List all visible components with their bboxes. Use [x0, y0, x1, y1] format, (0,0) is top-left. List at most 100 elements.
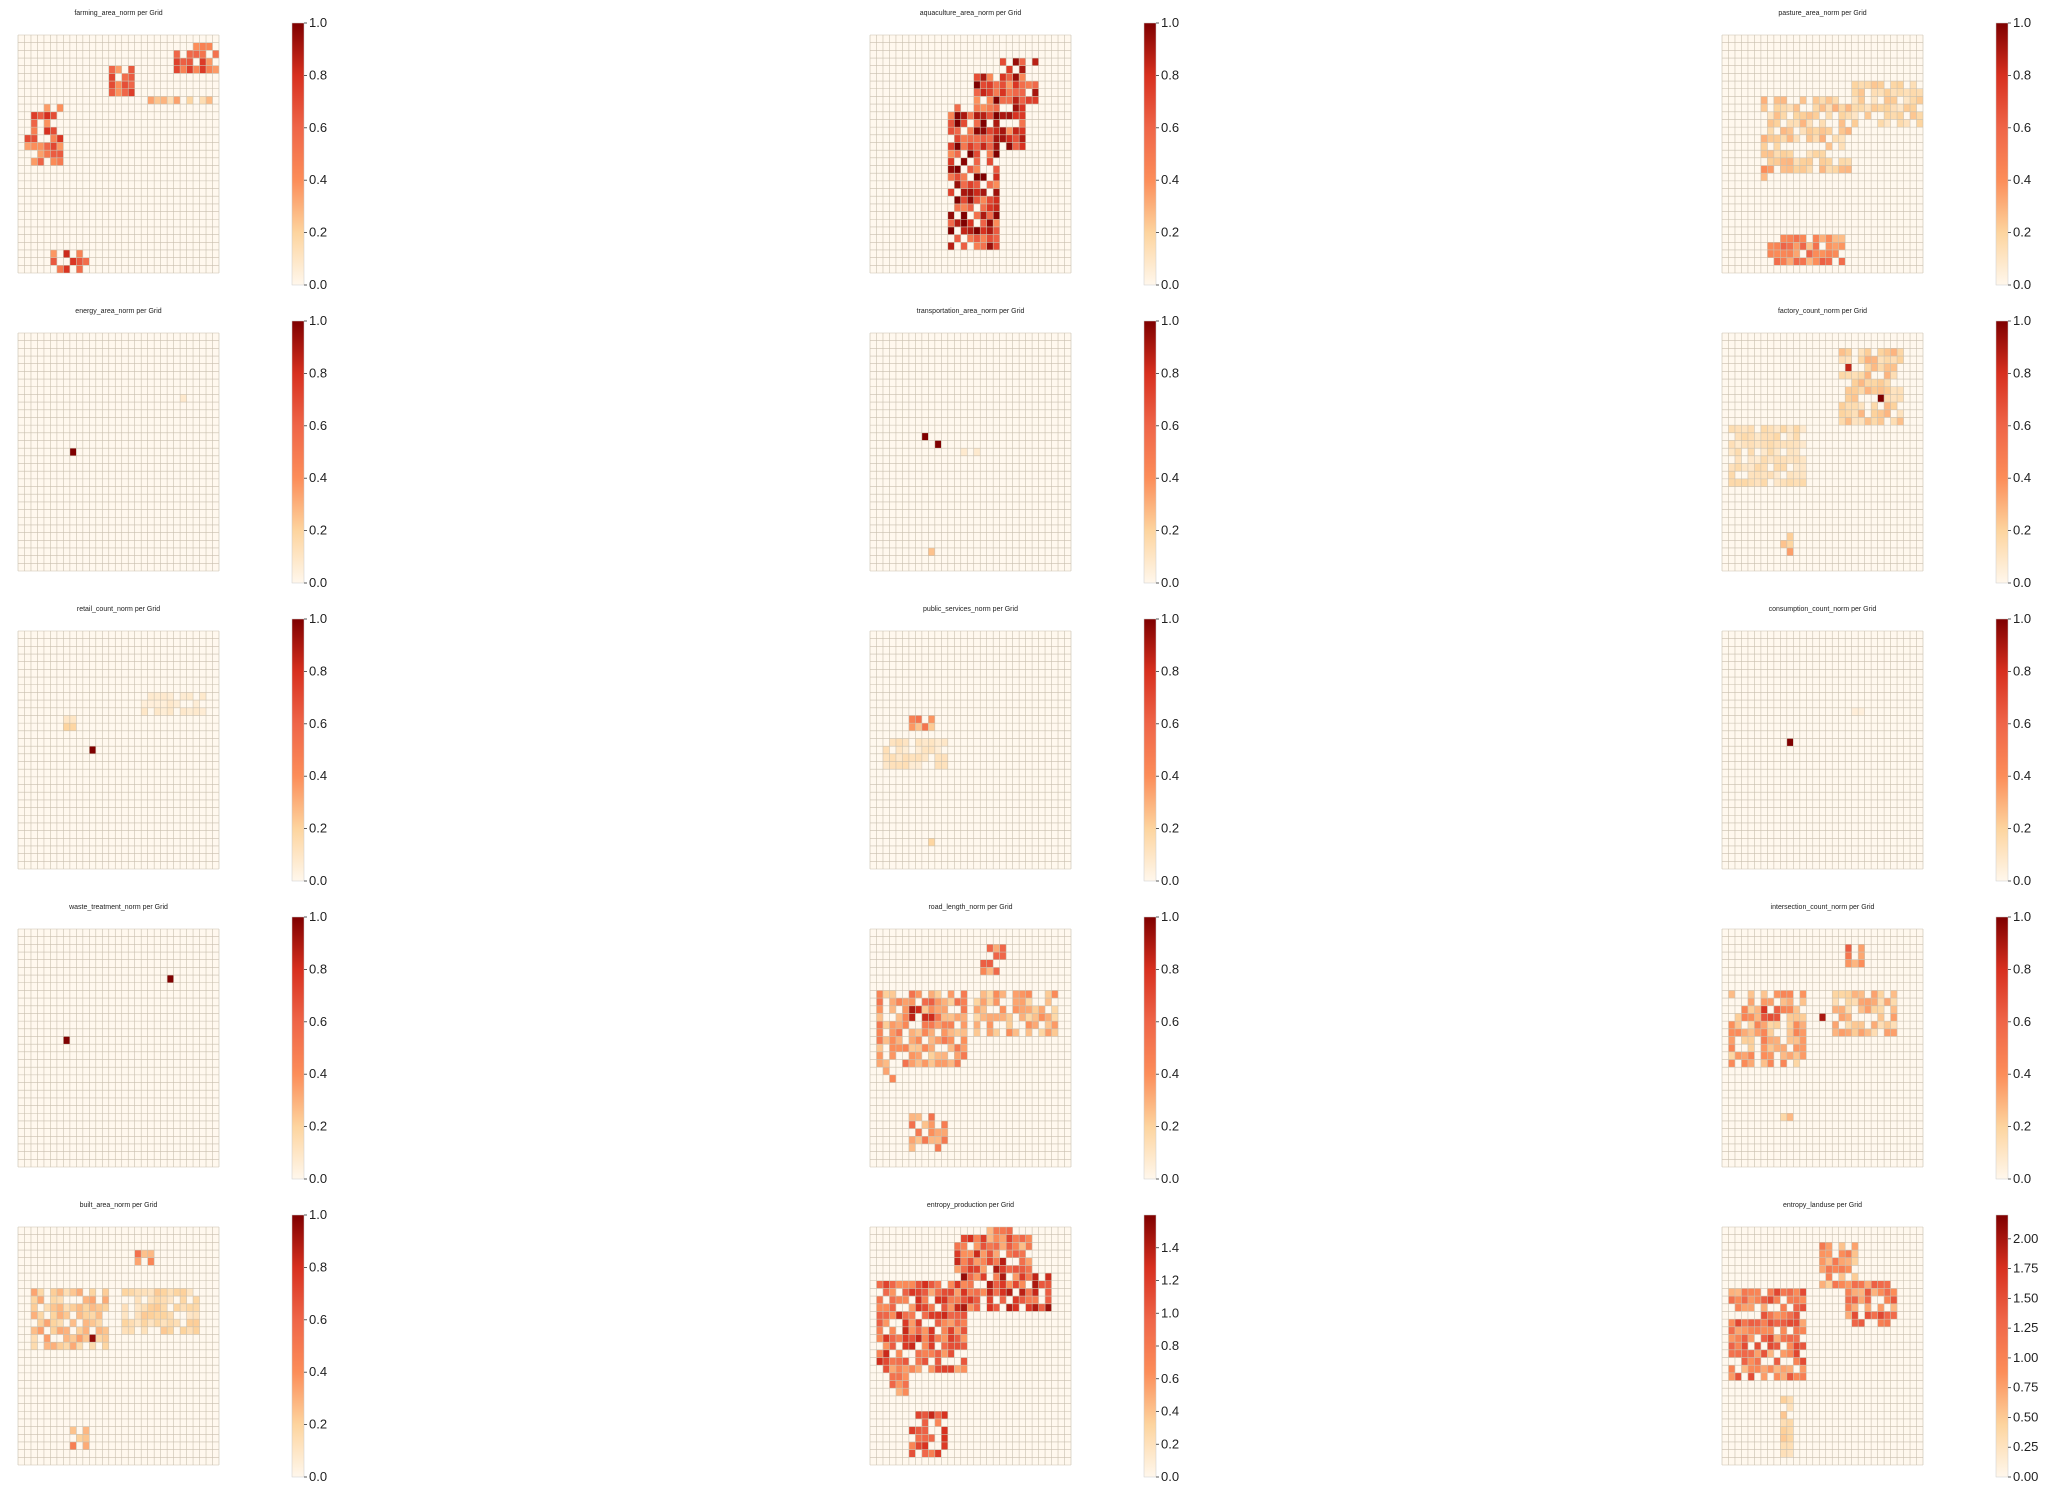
heatmap-cell	[1012, 88, 1020, 97]
heatmap-cell	[993, 1257, 1000, 1266]
heatmap-cell	[1019, 1005, 1026, 1014]
heatmap-cell	[1780, 440, 1787, 449]
heatmap-cell	[1767, 1365, 1774, 1373]
heatmap-cell	[1767, 471, 1774, 479]
heatmap-cell	[1786, 1036, 1794, 1045]
heatmap-cell	[1760, 150, 1768, 158]
heatmap-cell	[954, 1044, 961, 1052]
heatmap-cell	[1864, 104, 1872, 112]
heatmap-cell	[999, 1265, 1007, 1274]
heatmap-panel-9: consumption_count_norm per Grid0.00.20.4…	[1721, 606, 2031, 888]
heatmap-cell	[915, 1005, 922, 1014]
heatmap-cell	[1012, 998, 1020, 1006]
heatmap-cell	[1838, 1273, 1846, 1281]
heatmap-cell	[147, 1319, 155, 1327]
heatmap-cell	[82, 1303, 90, 1312]
heatmap-cell	[1012, 1028, 1020, 1037]
heatmap-cell	[941, 1013, 948, 1022]
heatmap-cell	[993, 1013, 1000, 1022]
heatmap-cell	[1728, 1334, 1735, 1343]
heatmap-cell	[1832, 1257, 1839, 1266]
heatmap-cell	[960, 1036, 968, 1045]
heatmap-cell	[1799, 257, 1807, 266]
heatmap-cell	[1793, 440, 1800, 449]
colorbar-tick-label: 1.0	[309, 1207, 327, 1222]
heatmap-cell	[895, 1036, 903, 1045]
heatmap-cell	[1760, 1044, 1768, 1052]
heatmap-cell	[960, 1365, 968, 1373]
heatmap-cell	[1910, 88, 1917, 97]
heatmap-cell	[889, 738, 896, 747]
heatmap-cell	[947, 142, 955, 151]
heatmap-cell	[1884, 96, 1891, 105]
heatmap-cell	[1773, 257, 1781, 266]
heatmap-cell	[1851, 88, 1859, 97]
heatmap-cell	[1851, 1273, 1859, 1281]
heatmap-cell	[947, 1303, 955, 1312]
heatmap-cell	[947, 127, 955, 135]
heatmap-cell	[1032, 1280, 1039, 1289]
heatmap-cell	[902, 1319, 909, 1327]
heatmap-cell	[63, 249, 70, 258]
heatmap-cell	[1819, 127, 1826, 135]
heatmap-cell	[895, 1349, 903, 1358]
heatmap-cell	[1871, 88, 1878, 97]
heatmap-cell	[193, 50, 200, 59]
heatmap-cell	[1019, 104, 1026, 112]
heatmap-cell	[1045, 1296, 1052, 1304]
grid-lines	[869, 34, 1072, 274]
heatmap-cell	[1793, 119, 1800, 128]
heatmap-cell	[63, 1342, 70, 1350]
heatmap-cell	[960, 1288, 968, 1297]
colorbar-tick-label: 0.6	[1161, 418, 1179, 433]
heatmap-cell	[1845, 363, 1852, 372]
heatmap-cell	[993, 1227, 1000, 1235]
heatmap-cell	[1838, 1280, 1846, 1289]
heatmap-cell	[30, 1342, 38, 1350]
heatmap-cell	[1806, 242, 1813, 250]
heatmap-cell	[1025, 998, 1033, 1006]
heatmap-cell	[1019, 88, 1026, 97]
heatmap-cell	[1786, 127, 1794, 135]
heatmap-cell	[1786, 242, 1794, 250]
heatmap-cell	[876, 1280, 883, 1289]
heatmap-cell	[941, 1365, 948, 1373]
heatmap-cell	[947, 1036, 955, 1045]
heatmap-cell	[876, 1044, 883, 1052]
heatmap-cell	[1890, 348, 1898, 357]
heatmap-cell	[973, 1013, 981, 1022]
heatmap-cell	[973, 127, 981, 135]
heatmap-cell	[954, 1265, 961, 1274]
heatmap-cell	[1845, 409, 1852, 418]
heatmap-cell	[1793, 1296, 1800, 1304]
heatmap-cell	[954, 1319, 961, 1327]
heatmap-cell	[1019, 73, 1026, 82]
heatmap-cell	[1819, 1250, 1826, 1258]
heatmap-cell	[1871, 1021, 1878, 1029]
heatmap-cell	[1780, 425, 1787, 433]
heatmap-cell	[973, 104, 981, 112]
colorbar-tick-label: 1.4	[1161, 1240, 1179, 1255]
heatmap-cell	[960, 134, 968, 143]
heatmap-cell	[1845, 1005, 1852, 1014]
heatmap-cell	[889, 761, 896, 770]
heatmap-cell	[915, 723, 922, 731]
heatmap-cell	[980, 88, 987, 97]
heatmap-cell	[1890, 88, 1898, 97]
heatmap-cell	[908, 1449, 916, 1458]
heatmap-cell	[967, 165, 974, 174]
colorbar-tick-label: 0.8	[2013, 961, 2031, 976]
panel-title: factory_count_norm per Grid	[1778, 308, 1867, 315]
heatmap-cell	[1773, 1365, 1781, 1373]
colorbar	[291, 1214, 305, 1478]
heatmap-cell	[1734, 440, 1742, 449]
colorbar-tick-label: 0.8	[1161, 961, 1179, 976]
heatmap-cell	[908, 1319, 916, 1327]
heatmap-cell	[43, 119, 51, 128]
grid-lines	[869, 1226, 1072, 1466]
heatmap-cell	[1897, 386, 1904, 395]
heatmap-cell	[954, 111, 961, 120]
heatmap-cell	[895, 746, 903, 754]
heatmap-cell	[980, 1273, 987, 1281]
heatmap-cell	[1786, 738, 1794, 747]
